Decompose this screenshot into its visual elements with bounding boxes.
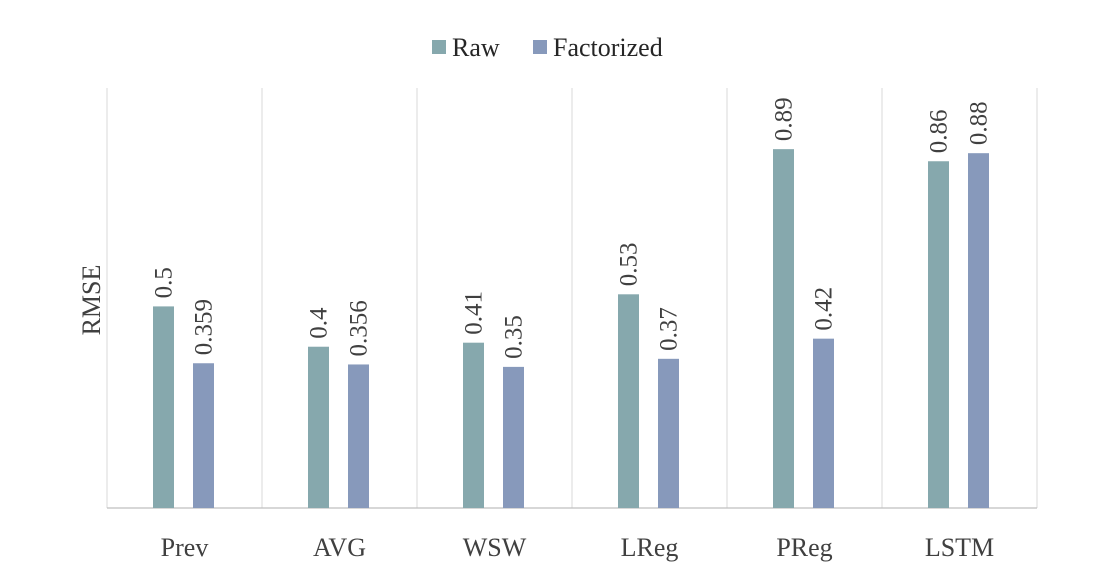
data-label: 0.41	[461, 291, 488, 335]
bar-factorized-preg	[813, 338, 834, 508]
data-label: 0.4	[306, 307, 333, 339]
bar-factorized-prev	[193, 363, 214, 508]
bar-raw-preg	[773, 149, 794, 509]
bar-raw-avg	[308, 346, 329, 508]
x-axis-ticks: Prev AVG WSW LReg PReg LSTM	[161, 533, 995, 562]
legend-swatch-factorized	[533, 40, 547, 54]
bar-raw-lreg	[618, 294, 639, 508]
legend-label-raw: Raw	[452, 33, 500, 62]
data-label: 0.42	[811, 287, 838, 331]
data-label: 0.53	[616, 243, 643, 287]
data-label: 0.86	[926, 109, 953, 153]
data-label: 0.5	[151, 267, 178, 298]
legend: Raw Factorized	[432, 33, 663, 62]
x-tick-label: WSW	[463, 533, 527, 562]
x-tick-label: AVG	[313, 533, 366, 562]
y-axis-label: RMSE	[77, 265, 106, 336]
data-label: 0.37	[656, 307, 683, 351]
x-tick-label: LSTM	[925, 533, 994, 562]
data-labels: 0.5 0.359 0.4 0.356 0.41 0.35 0.53 0.37 0.89 0.42…	[151, 97, 993, 358]
data-label: 0.88	[966, 101, 993, 145]
data-label: 0.356	[346, 300, 373, 356]
data-label: 0.359	[191, 299, 218, 355]
bar-raw-lstm	[928, 161, 949, 509]
x-tick-label: Prev	[161, 533, 209, 562]
bar-factorized-avg	[348, 364, 369, 508]
bar-raw-prev	[153, 306, 174, 508]
bar-raw-wsw	[463, 342, 484, 508]
data-label: 0.35	[501, 315, 528, 359]
bar-factorized-lstm	[968, 153, 989, 508]
data-label: 0.89	[771, 97, 798, 141]
bar-factorized-wsw	[503, 366, 524, 508]
x-tick-label: PReg	[776, 533, 832, 562]
x-tick-label: LReg	[621, 533, 679, 562]
bar-factorized-lreg	[658, 358, 679, 508]
grid	[106, 88, 1038, 509]
legend-swatch-raw	[432, 40, 446, 54]
legend-label-factorized: Factorized	[553, 33, 663, 62]
bars	[153, 149, 989, 509]
